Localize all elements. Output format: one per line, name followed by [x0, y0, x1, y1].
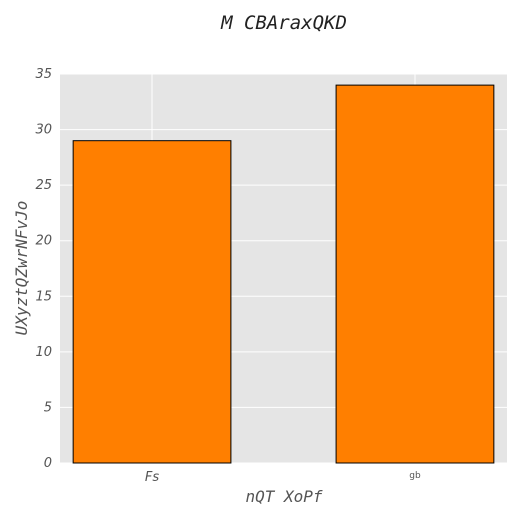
x-axis-label: nQT XoPf	[245, 487, 322, 506]
y-axis-label: UXyztQZwrNFvJo	[12, 201, 31, 336]
x-tick-label: gb	[409, 471, 421, 481]
y-tick-label: 25	[35, 178, 52, 193]
y-tick-label: 15	[35, 289, 52, 304]
y-tick-label: 20	[35, 234, 52, 249]
x-axis-ticks: Fs gb	[145, 470, 421, 485]
chart-title: M CBAraxQKD	[220, 12, 347, 34]
y-axis-ticks: 0 5 10 15 20 25 30 35	[35, 67, 52, 471]
bar-gb	[335, 84, 495, 464]
y-tick-label: 5	[44, 400, 52, 415]
x-tick-label: Fs	[145, 470, 159, 485]
y-tick-label: 35	[35, 67, 52, 82]
y-tick-label: 30	[35, 123, 52, 138]
bar-fs	[72, 140, 232, 464]
bars	[72, 84, 495, 464]
y-tick-label: 0	[44, 456, 52, 471]
y-tick-label: 10	[35, 345, 52, 360]
